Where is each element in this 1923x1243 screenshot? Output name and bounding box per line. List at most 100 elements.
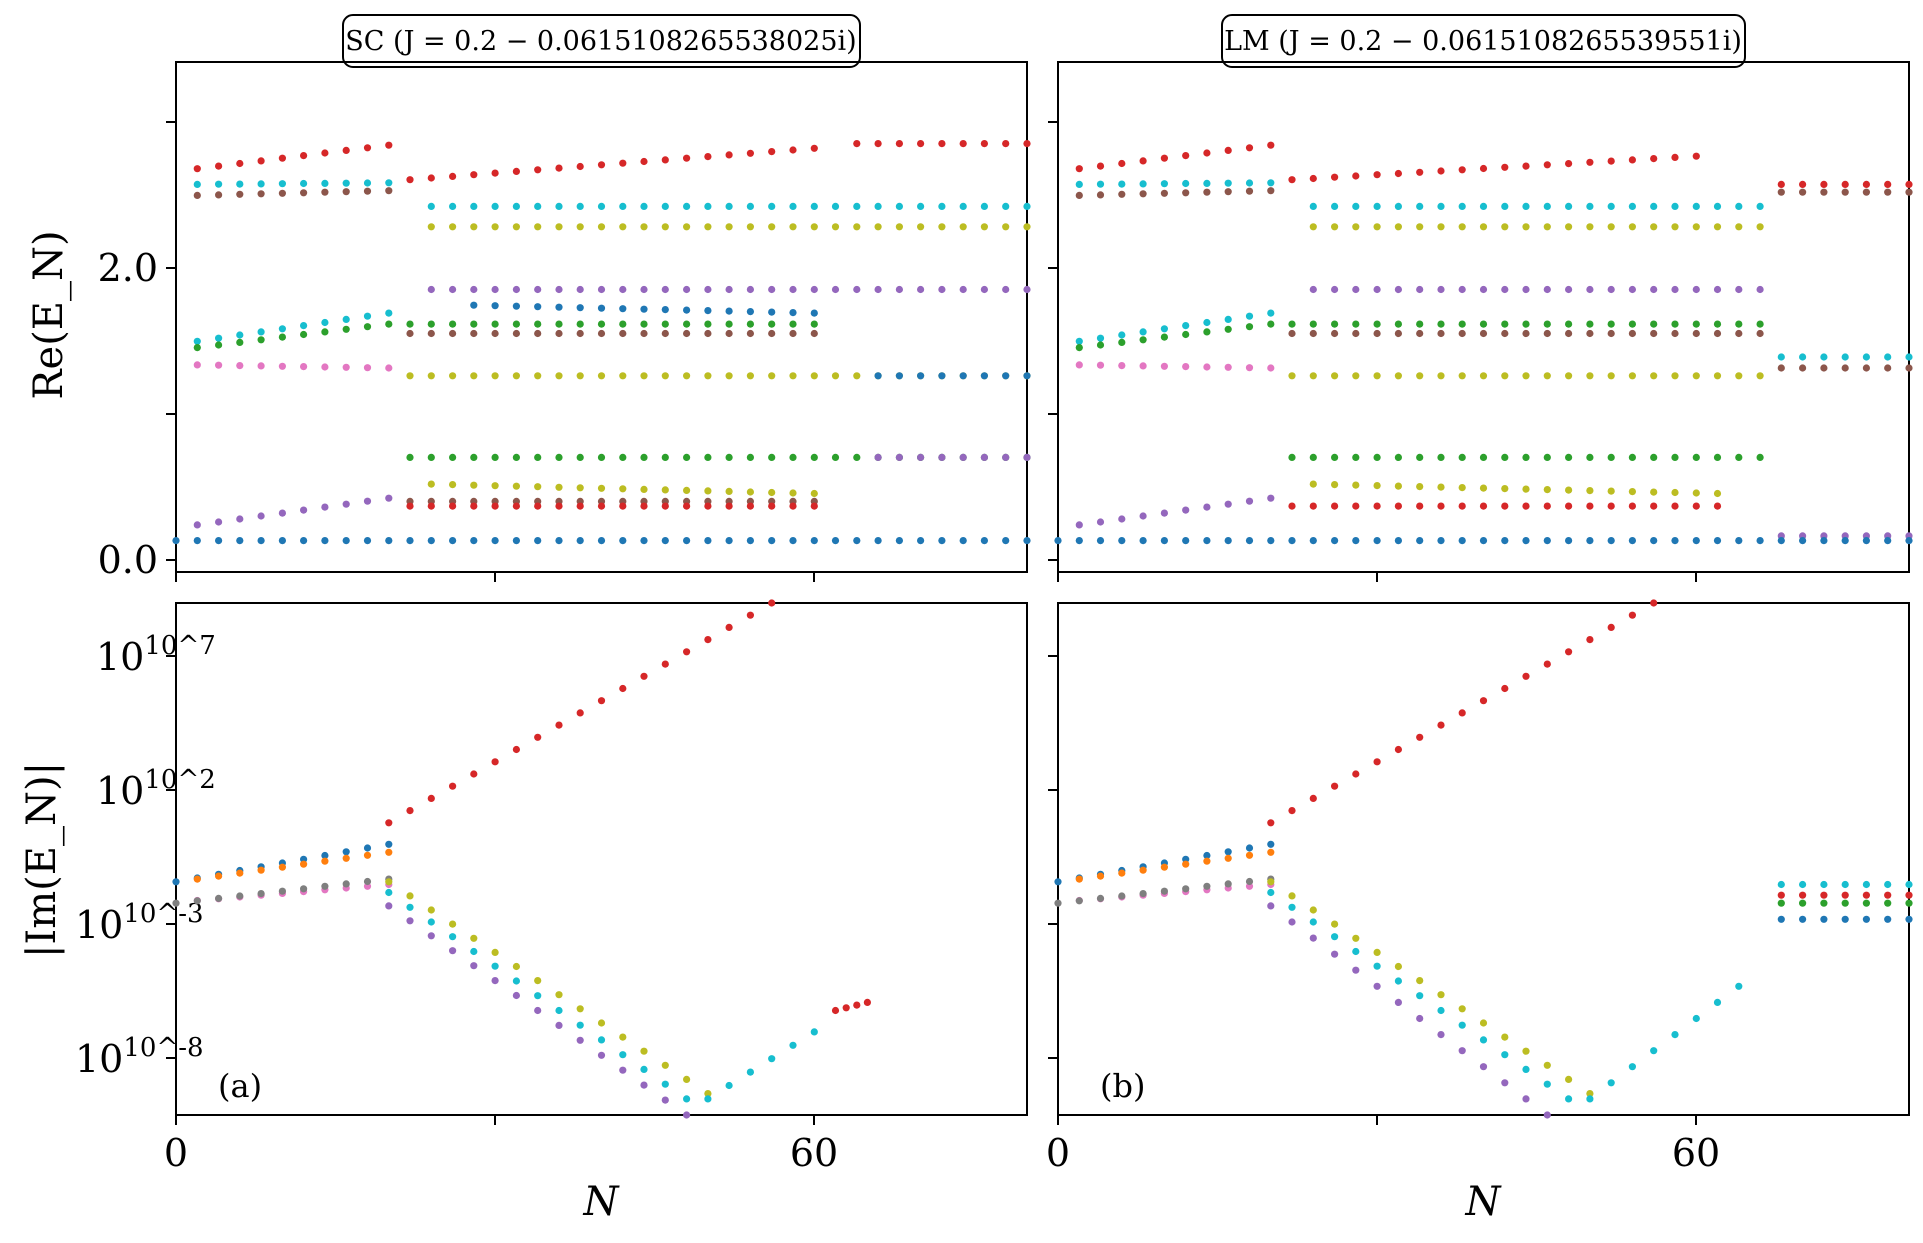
point-a-bottom-b6-n30 [491,962,499,970]
point-b-top-b14-n22 [1288,372,1296,380]
point-b-top-b0-n34 [1416,537,1424,545]
point-a-top-b6-n2 [193,361,201,369]
point-a-top-b3-n16 [342,188,350,196]
point-b-top-b20-n70 [1799,353,1807,361]
point-b-top-b8-n50 [1586,158,1594,166]
point-a-top-b14-n60 [810,329,818,338]
point-a-top-b11-n78 [1002,285,1010,294]
point-a-top-b13-n36 [555,320,563,328]
point-a-top-b11-n76 [980,285,989,294]
point-b-top-b0-n48 [1565,537,1573,545]
point-b-top-b8-n26 [1331,173,1339,181]
point-b-top-b12-n28 [1352,320,1360,328]
point-a-top-b13-n50 [704,320,712,328]
point-b-top-b14-n50 [1586,372,1594,380]
point-a-top-b10-n42 [619,223,627,231]
point-a-top-b6-n10 [278,362,286,370]
point-b-top-b17-n44 [1522,502,1530,510]
point-b-bottom-b10-n78 [1884,880,1892,889]
point-a-top-b16-n64 [853,453,861,461]
point-a-top-b10-n72 [938,223,946,231]
point-a-top-b19-n32 [512,502,521,510]
point-b-bottom-b7-n36 [1437,1031,1445,1039]
point-a-bottom-b2-n14 [321,857,329,865]
point-a-bottom-b2-n12 [300,860,308,868]
point-b-bottom-b5-n38 [1458,1005,1466,1013]
point-a-bottom-b7-n36 [555,1021,563,1029]
point-a-top-b19-n56 [768,502,776,510]
point-a-top-b1-n8 [257,157,265,165]
point-b-top-b0-n12 [1182,537,1190,545]
point-a-top-b9-n70 [917,202,925,210]
point-b-top-b6-n18 [1245,364,1254,372]
point-b-top-b0-n22 [1288,537,1296,545]
point-a-bottom-b1-n44 [640,672,648,680]
point-b-bottom-b5-n32 [1394,962,1402,971]
point-b-top-b17-n34 [1416,502,1424,510]
point-b-top-b14-n34 [1416,372,1424,380]
point-b-top-b14-n24 [1309,372,1317,380]
point-a-bottom-b2-n10 [278,863,286,871]
point-b-top-b0-n16 [1224,537,1232,545]
point-b-top-b12-n60 [1692,320,1700,328]
point-b-top-b6-n20 [1267,364,1275,372]
point-a-top-b20-n78 [1002,140,1010,148]
point-b-bottom-b6-n28 [1352,947,1360,956]
point-b-bottom-b0-n14 [1203,851,1211,860]
point-a-top-b23-n76 [980,453,989,461]
point-a-top-b10-n52 [725,223,733,231]
point-a-bottom-b2-n18 [363,851,372,859]
point-b-top-b19-n74 [1841,188,1849,196]
point-b-bottom-b5-n48 [1565,1075,1573,1083]
ytick-marks-bottom [166,655,1058,1059]
point-b-bottom-b4-n16 [1224,880,1232,888]
point-b-bottom-b7-n20 [1267,902,1275,910]
point-a-top-b2-n8 [257,180,265,188]
point-b-top-b17-n56 [1650,502,1658,510]
point-a-bottom-b0-n14 [321,851,329,860]
point-b-bottom-b8-n62 [1713,998,1722,1007]
point-a-bottom-b1-n42 [619,684,627,693]
point-a-bottom-b7-n32 [512,991,521,1000]
point-a-top-b13-n22 [406,320,414,328]
point-a-top-b20-n66 [874,140,882,148]
point-b-top-b11-n32 [1394,285,1402,294]
point-a-top-b1-n18 [363,144,372,152]
point-a-top-b20-n76 [980,140,989,148]
point-b-bottom-b11-n76 [1862,899,1870,907]
point-b-top-b11-n46 [1543,285,1551,294]
point-b-top-b0-n64 [1735,537,1743,545]
point-a-top-b4-n4 [215,334,223,342]
point-a-bottom-b7-n28 [470,962,478,970]
plot-b-bottom-frame [1057,602,1910,1116]
point-a-top-b17-n44 [640,485,648,493]
plot-a-top-frame [175,61,1028,573]
point-b-top-b14-n60 [1692,372,1700,380]
point-b-top-b13-n32 [1394,329,1402,338]
point-b-top-b14-n42 [1501,372,1509,380]
plot-a-bottom-frame [175,602,1028,1116]
point-a-bottom-b1-n32 [512,745,521,754]
point-a-top-b16-n38 [576,453,584,461]
point-b-top-b18-n74 [1841,180,1849,188]
point-a-top-b13-n32 [512,320,521,328]
point-a-top-b0-n32 [512,537,521,545]
point-a-bottom-b8-n56 [768,1055,776,1063]
point-a-top-b3-n2 [193,191,201,199]
point-a-top-b10-n68 [895,223,904,231]
point-a-bottom-b5-n50 [704,1090,712,1098]
point-a-top-b0-n20 [385,537,393,545]
point-a-top-b12-n28 [470,301,478,309]
point-b-top-b0-n52 [1607,537,1615,545]
point-a-top-b6-n14 [321,363,329,371]
point-b-top-b17-n32 [1394,502,1402,510]
point-b-bottom-b2-n6 [1118,869,1126,877]
point-a-top-b16-n36 [555,453,563,461]
point-b-top-b0-n28 [1352,537,1360,545]
point-b-bottom-b8-n50 [1586,1095,1594,1103]
point-a-top-b14-n46 [661,329,669,338]
point-a-top-b10-n76 [980,223,989,231]
point-b-bottom-b8-n54 [1628,1063,1636,1071]
point-a-top-b0-n4 [215,537,223,545]
point-a-top-b6-n4 [215,361,223,369]
